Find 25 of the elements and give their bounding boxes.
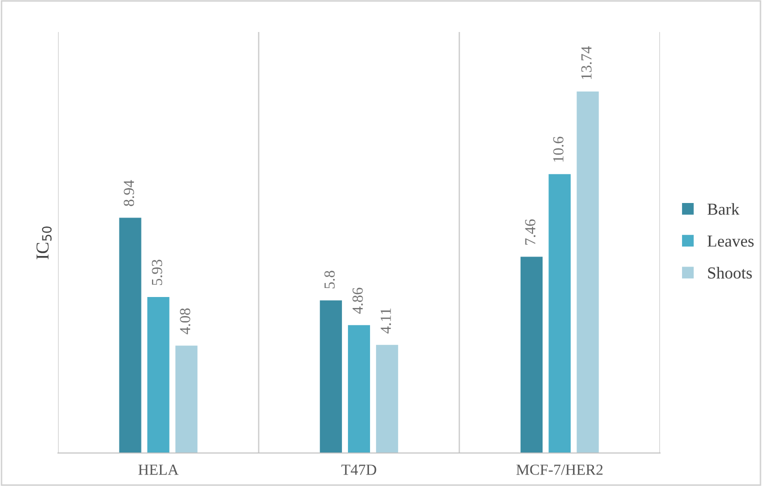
data-label: 13.74: [581, 46, 592, 80]
bar: [548, 174, 571, 453]
data-label: 4.11: [380, 308, 391, 334]
x-tick-label: MCF-7/HER2: [516, 464, 603, 475]
x-tick-label: HELA: [138, 464, 179, 475]
legend-label: Leaves: [708, 236, 754, 247]
data-label: 5.93: [152, 260, 162, 285]
data-label: 10.6: [553, 136, 564, 162]
bar: [520, 256, 543, 453]
data-label: 5.8: [324, 270, 335, 288]
legend-label: Shoots: [708, 266, 752, 279]
data-label: 4.08: [180, 308, 190, 334]
bar: [320, 300, 342, 453]
data-label: 8.94: [124, 180, 134, 206]
bar: [348, 325, 370, 453]
bar: [147, 296, 170, 453]
x-tick-label: T47D: [341, 464, 376, 475]
y-axis-title: IC$_{50}$: [36, 226, 52, 260]
bar: [119, 218, 142, 453]
bar: [576, 91, 599, 453]
data-label: 7.46: [525, 219, 536, 245]
bar: [175, 346, 198, 453]
data-label: 4.86: [352, 288, 363, 314]
bar: [376, 344, 398, 453]
legend-label: Bark: [708, 203, 740, 215]
